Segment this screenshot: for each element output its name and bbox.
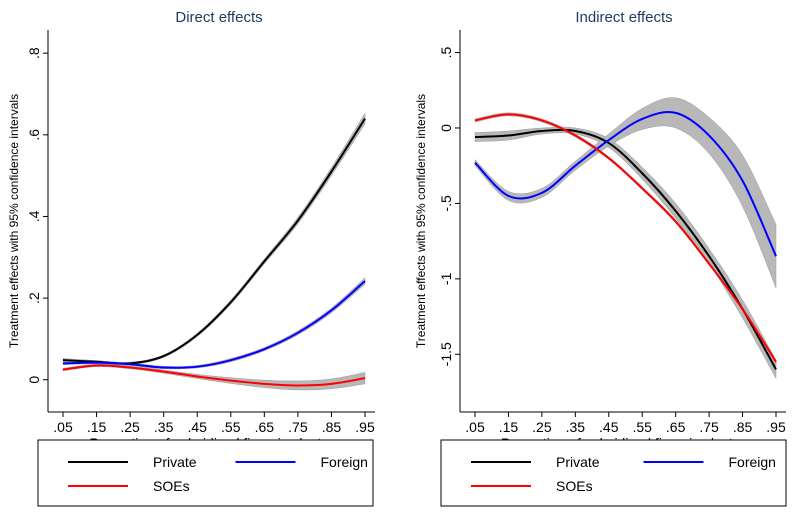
ci-band-foreign [62,277,366,370]
legend-label-foreign: Foreign [321,454,368,470]
y-axis-title: Treatment effects with 95% confidence in… [414,94,428,348]
chart-title: Indirect effects [575,9,672,26]
ci-band-foreign [474,97,777,288]
x-tick-label: .95 [355,419,375,435]
x-tick-label: .35 [566,419,586,435]
x-tick-label: .15 [87,419,107,435]
x-tick-label: .65 [666,419,686,435]
x-tick-label: .85 [733,419,753,435]
x-tick-label: .95 [766,419,786,435]
chart-title: Direct effects [175,9,262,26]
y-tick-label: 0 [26,376,42,384]
legend: Private Foreign SOEs [37,439,374,507]
y-tick-label: -1 [438,272,454,285]
x-tick-label: .65 [255,419,275,435]
x-tick-label: .15 [499,419,519,435]
y-tick-label: 0 [438,124,454,132]
series-line-private [62,117,366,365]
x-tick-label: .25 [120,419,140,435]
x-tick-label: .45 [187,419,207,435]
series-line-soes [474,113,777,363]
ci-band-soes [62,363,366,391]
x-tick-label: .75 [699,419,719,435]
x-tick-label: .75 [288,419,308,435]
x-tick-label: .05 [53,419,73,435]
legend-label-private: Private [153,454,197,470]
legend-box [440,439,787,507]
ci-band-private [62,112,366,366]
y-tick-label: .5 [438,46,454,58]
series-line-foreign [62,280,366,369]
x-tick-label: .45 [599,419,619,435]
legend-label-soes: SOEs [153,478,190,494]
ci-band-soes [474,112,777,365]
y-tick-label: .2 [26,292,42,304]
y-tick-label: -1.5 [438,342,454,366]
x-tick-label: .85 [322,419,342,435]
legend-label-foreign: Foreign [729,454,776,470]
y-tick-label: .6 [26,129,42,141]
panel-indirect-effects: Indirect effects -1.5 -1 -.5 0 .5 .05 .15 .25 .35… [414,9,787,507]
x-tick-label: .35 [154,419,174,435]
x-tick-label: .05 [465,419,485,435]
y-tick-label: .8 [26,47,42,59]
legend-label-soes: SOEs [556,478,593,494]
legend-box [37,439,374,507]
series-line-soes [62,364,366,387]
y-tick-label: -.5 [438,195,454,212]
series-line-foreign [474,111,777,257]
x-tick-label: .55 [221,419,241,435]
x-tick-label: .25 [532,419,552,435]
panel-direct-effects: Direct effects 0 .2 .4 .6 .8 .05 .15 .25 .35 .45 .5… [7,9,375,507]
series-line-private [474,128,777,370]
y-axis-title: Treatment effects with 95% confidence in… [7,94,21,348]
legend-label-private: Private [556,454,600,470]
y-tick-label: .4 [26,210,42,222]
legend: Private Foreign SOEs [440,439,787,507]
x-tick-label: .55 [632,419,652,435]
